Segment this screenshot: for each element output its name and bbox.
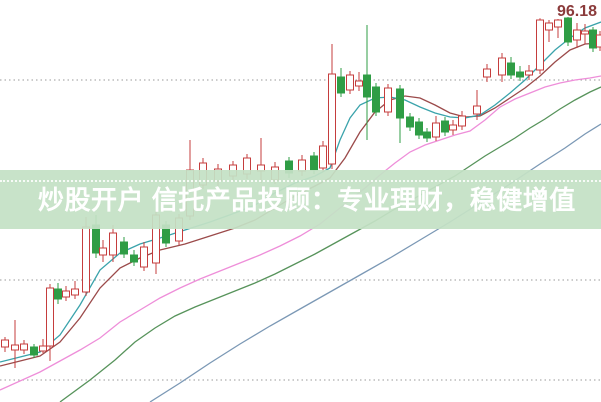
promo-banner: 炒股开户 信托产品投顾：专业理财，稳健增值	[0, 170, 601, 229]
candles	[1, 17, 601, 368]
gridline-light	[0, 180, 601, 182]
ma-teal	[0, 21, 601, 363]
ma-pink	[0, 75, 601, 391]
grid-lines	[0, 79, 601, 381]
ma-blue-slow	[149, 123, 601, 402]
price-label: 96.18	[557, 3, 598, 20]
banner-text: 炒股开户 信托产品投顾：专业理财，稳健增值	[38, 185, 576, 215]
ma-maroon	[0, 42, 601, 367]
